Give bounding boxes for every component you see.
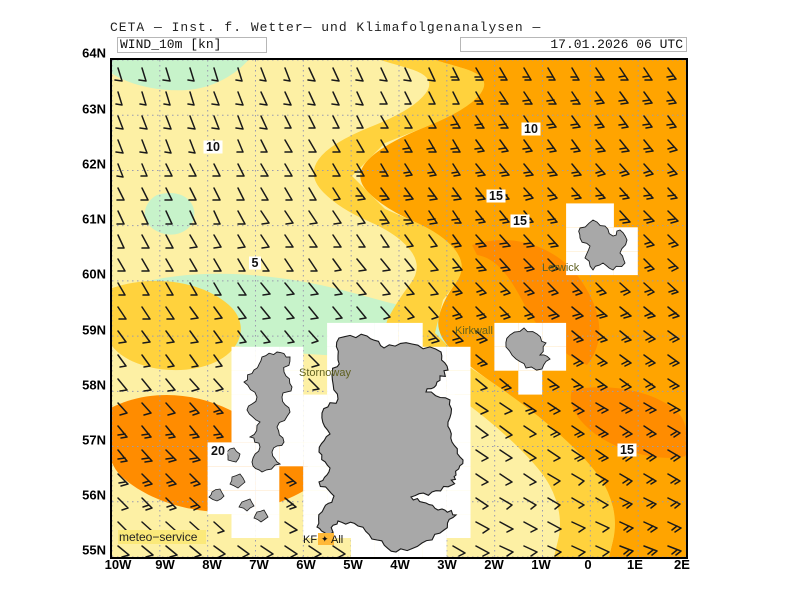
svg-text:10: 10 (206, 140, 220, 154)
svg-text:5: 5 (252, 256, 259, 270)
svg-text:Lerwick: Lerwick (542, 262, 580, 274)
svg-text:15: 15 (620, 443, 634, 457)
svg-text:15: 15 (513, 214, 527, 228)
svg-text:20: 20 (211, 444, 225, 458)
svg-text:10: 10 (524, 122, 538, 136)
svg-text:15: 15 (489, 189, 503, 203)
svg-text:Kirkwall: Kirkwall (455, 325, 493, 337)
svg-text:Stornoway: Stornoway (299, 367, 351, 379)
